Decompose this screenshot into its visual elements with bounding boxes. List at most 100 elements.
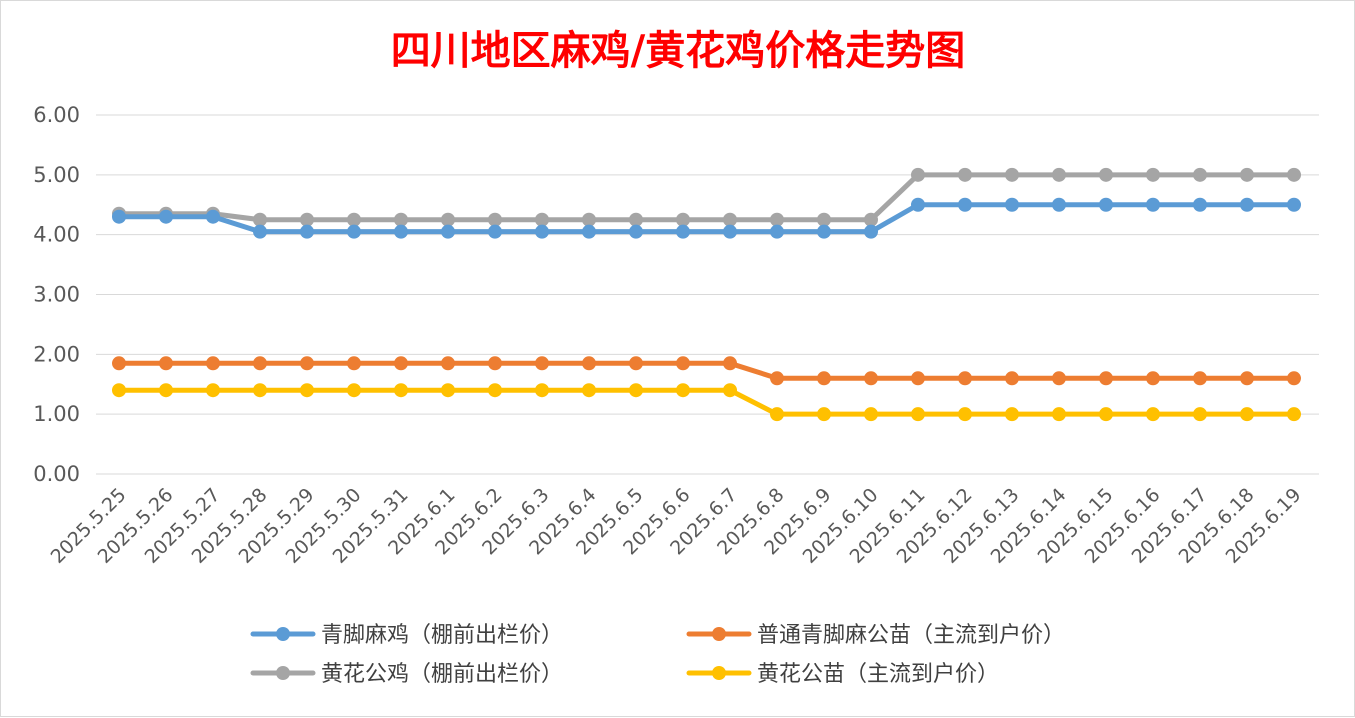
- data-point: [676, 356, 690, 371]
- data-point: [958, 167, 972, 182]
- y-tick-label: 1.00: [33, 402, 80, 426]
- data-point: [1005, 371, 1019, 386]
- data-point: [1193, 371, 1207, 386]
- data-point: [347, 383, 361, 398]
- data-point: [958, 197, 972, 212]
- data-point: [441, 224, 455, 239]
- x-axis-ticks: 2025.5.252025.5.262025.5.272025.5.282025…: [47, 484, 1306, 568]
- data-point: [911, 407, 925, 422]
- data-point: [1146, 407, 1160, 422]
- y-tick-label: 3.00: [33, 283, 80, 307]
- data-point: [864, 371, 878, 386]
- data-point: [629, 356, 643, 371]
- data-point: [253, 356, 267, 371]
- legend-item: 普通青脚麻公苗（主流到户价）: [686, 623, 1065, 648]
- data-point: [582, 212, 596, 227]
- data-point: [1005, 197, 1019, 212]
- data-point: [441, 383, 455, 398]
- data-point: [159, 383, 173, 398]
- y-tick-label: 5.00: [33, 163, 80, 187]
- data-point: [441, 212, 455, 227]
- data-point: [817, 371, 831, 386]
- data-point: [770, 212, 784, 227]
- data-point: [535, 212, 549, 227]
- data-point: [1240, 197, 1254, 212]
- data-point: [253, 212, 267, 227]
- legend-swatch-marker: [276, 627, 290, 641]
- legend-swatch-marker: [712, 666, 726, 680]
- data-point: [911, 167, 925, 182]
- data-point: [394, 224, 408, 239]
- data-point: [723, 383, 737, 398]
- legend-swatch-marker: [276, 666, 290, 680]
- data-point: [488, 212, 502, 227]
- y-tick-label: 6.00: [33, 103, 80, 127]
- data-point: [535, 224, 549, 239]
- data-point: [394, 356, 408, 371]
- data-point: [1240, 407, 1254, 422]
- data-point: [112, 209, 126, 224]
- data-point: [1146, 371, 1160, 386]
- series-3: [112, 383, 1301, 422]
- data-point: [723, 356, 737, 371]
- data-point: [441, 356, 455, 371]
- data-point: [582, 356, 596, 371]
- data-point: [300, 212, 314, 227]
- data-point: [582, 224, 596, 239]
- data-point: [112, 383, 126, 398]
- data-point: [864, 407, 878, 422]
- y-tick-label: 0.00: [33, 462, 80, 486]
- y-axis-ticks: 0.00 1.00 2.00 3.00 4.00 5.00 6.00: [33, 103, 80, 486]
- data-point: [1193, 407, 1207, 422]
- data-point: [253, 383, 267, 398]
- data-point: [488, 383, 502, 398]
- data-point: [206, 356, 220, 371]
- legend-item: 黄花公鸡（棚前出栏价）: [250, 662, 563, 687]
- series-1: [112, 356, 1301, 386]
- y-tick-label: 2.00: [33, 342, 80, 366]
- data-point: [300, 383, 314, 398]
- data-point: [958, 407, 972, 422]
- data-point: [1287, 197, 1301, 212]
- data-point: [1052, 197, 1066, 212]
- data-point: [1005, 407, 1019, 422]
- data-point: [347, 356, 361, 371]
- data-point: [488, 356, 502, 371]
- data-point: [300, 224, 314, 239]
- data-point: [723, 212, 737, 227]
- data-point: [629, 383, 643, 398]
- data-point: [1099, 407, 1113, 422]
- legend-label: 黄花公苗（主流到户价）: [757, 662, 999, 687]
- data-point: [911, 371, 925, 386]
- data-point: [864, 212, 878, 227]
- data-point: [676, 383, 690, 398]
- data-point: [817, 407, 831, 422]
- data-point: [535, 356, 549, 371]
- data-point: [488, 224, 502, 239]
- data-point: [1287, 407, 1301, 422]
- data-point: [817, 224, 831, 239]
- series-line: [116, 360, 1297, 381]
- data-point: [676, 224, 690, 239]
- series-line: [116, 172, 1297, 223]
- data-point: [629, 224, 643, 239]
- data-point: [1193, 167, 1207, 182]
- data-point: [300, 356, 314, 371]
- data-point: [1193, 197, 1207, 212]
- chart-title: 四川地区麻鸡/黄花鸡价格走势图: [391, 27, 966, 74]
- data-point: [347, 212, 361, 227]
- data-point: [864, 224, 878, 239]
- data-point: [1005, 167, 1019, 182]
- data-point: [723, 224, 737, 239]
- data-point: [629, 212, 643, 227]
- data-point: [1146, 197, 1160, 212]
- data-point: [394, 212, 408, 227]
- data-point: [1146, 167, 1160, 182]
- legend-label: 黄花公鸡（棚前出栏价）: [321, 662, 563, 687]
- data-point: [676, 212, 690, 227]
- data-point: [1099, 371, 1113, 386]
- data-point: [1240, 167, 1254, 182]
- data-point: [1099, 167, 1113, 182]
